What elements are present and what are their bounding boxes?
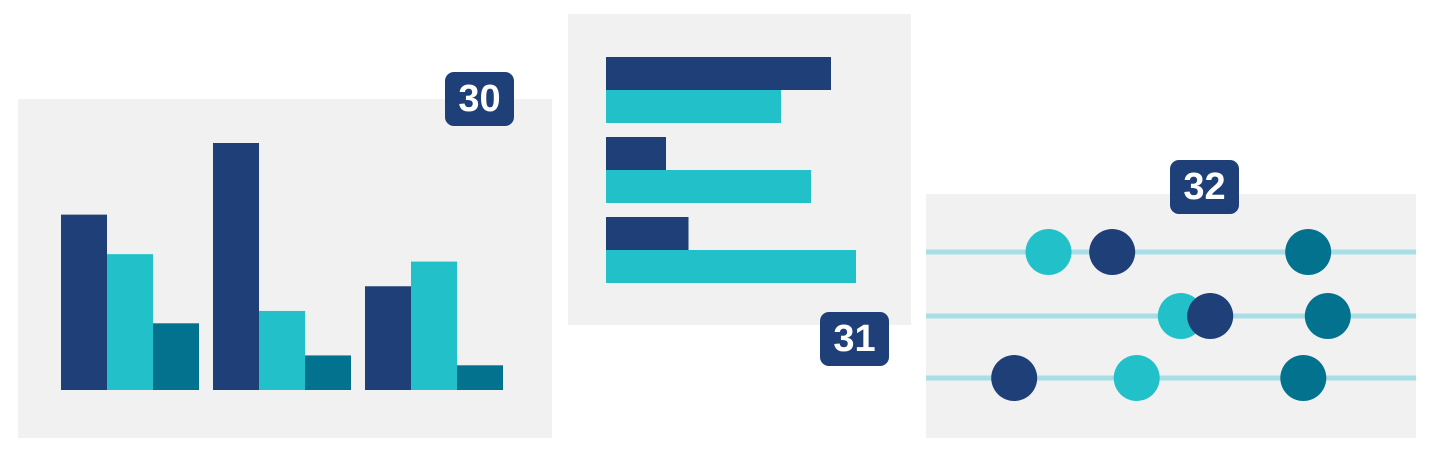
dot-plot-chart bbox=[926, 229, 1416, 401]
hbar-group1-series2 bbox=[606, 90, 781, 123]
chart-number-badge-32: 32 bbox=[1170, 160, 1239, 214]
bar-group3-series3 bbox=[457, 365, 503, 390]
hbar-group3-series2 bbox=[606, 250, 856, 283]
hbar-group2-series1 bbox=[606, 137, 666, 170]
dot-series3-row1 bbox=[1285, 229, 1332, 275]
bar-group2-series1 bbox=[213, 143, 259, 390]
chart-number-badge-31: 31 bbox=[820, 312, 889, 366]
dot-series3-row2 bbox=[1304, 293, 1351, 339]
bar-group3-series1 bbox=[365, 286, 411, 390]
dot-plot-panel bbox=[926, 194, 1416, 438]
chart-number-badge-30: 30 bbox=[445, 72, 514, 126]
hbar-group3-series1 bbox=[606, 217, 689, 250]
bar-group1-series3 bbox=[153, 323, 199, 390]
dot-series2-row1 bbox=[1089, 229, 1136, 275]
hbar-group1-series1 bbox=[606, 57, 831, 90]
hbar-group2-series2 bbox=[606, 170, 811, 203]
dot-series3-row3 bbox=[1280, 355, 1327, 401]
dot-track-3 bbox=[926, 375, 1416, 381]
vertical-bar-chart bbox=[61, 143, 503, 390]
bar-group3-series2 bbox=[411, 261, 457, 390]
dot-series1-row3 bbox=[1113, 355, 1160, 401]
bar-group1-series1 bbox=[61, 214, 107, 390]
horizontal-bar-chart bbox=[606, 57, 856, 283]
dot-series1-row1 bbox=[1025, 229, 1072, 275]
dot-series2-row2 bbox=[1187, 293, 1234, 339]
vertical-bar-chart-panel bbox=[18, 99, 552, 438]
dot-series2-row3 bbox=[991, 355, 1038, 401]
horizontal-bar-chart-panel bbox=[568, 14, 911, 325]
bar-group2-series3 bbox=[305, 355, 351, 390]
bar-group1-series2 bbox=[107, 254, 153, 390]
dot-track-1 bbox=[926, 249, 1416, 255]
bar-group2-series2 bbox=[259, 310, 305, 390]
